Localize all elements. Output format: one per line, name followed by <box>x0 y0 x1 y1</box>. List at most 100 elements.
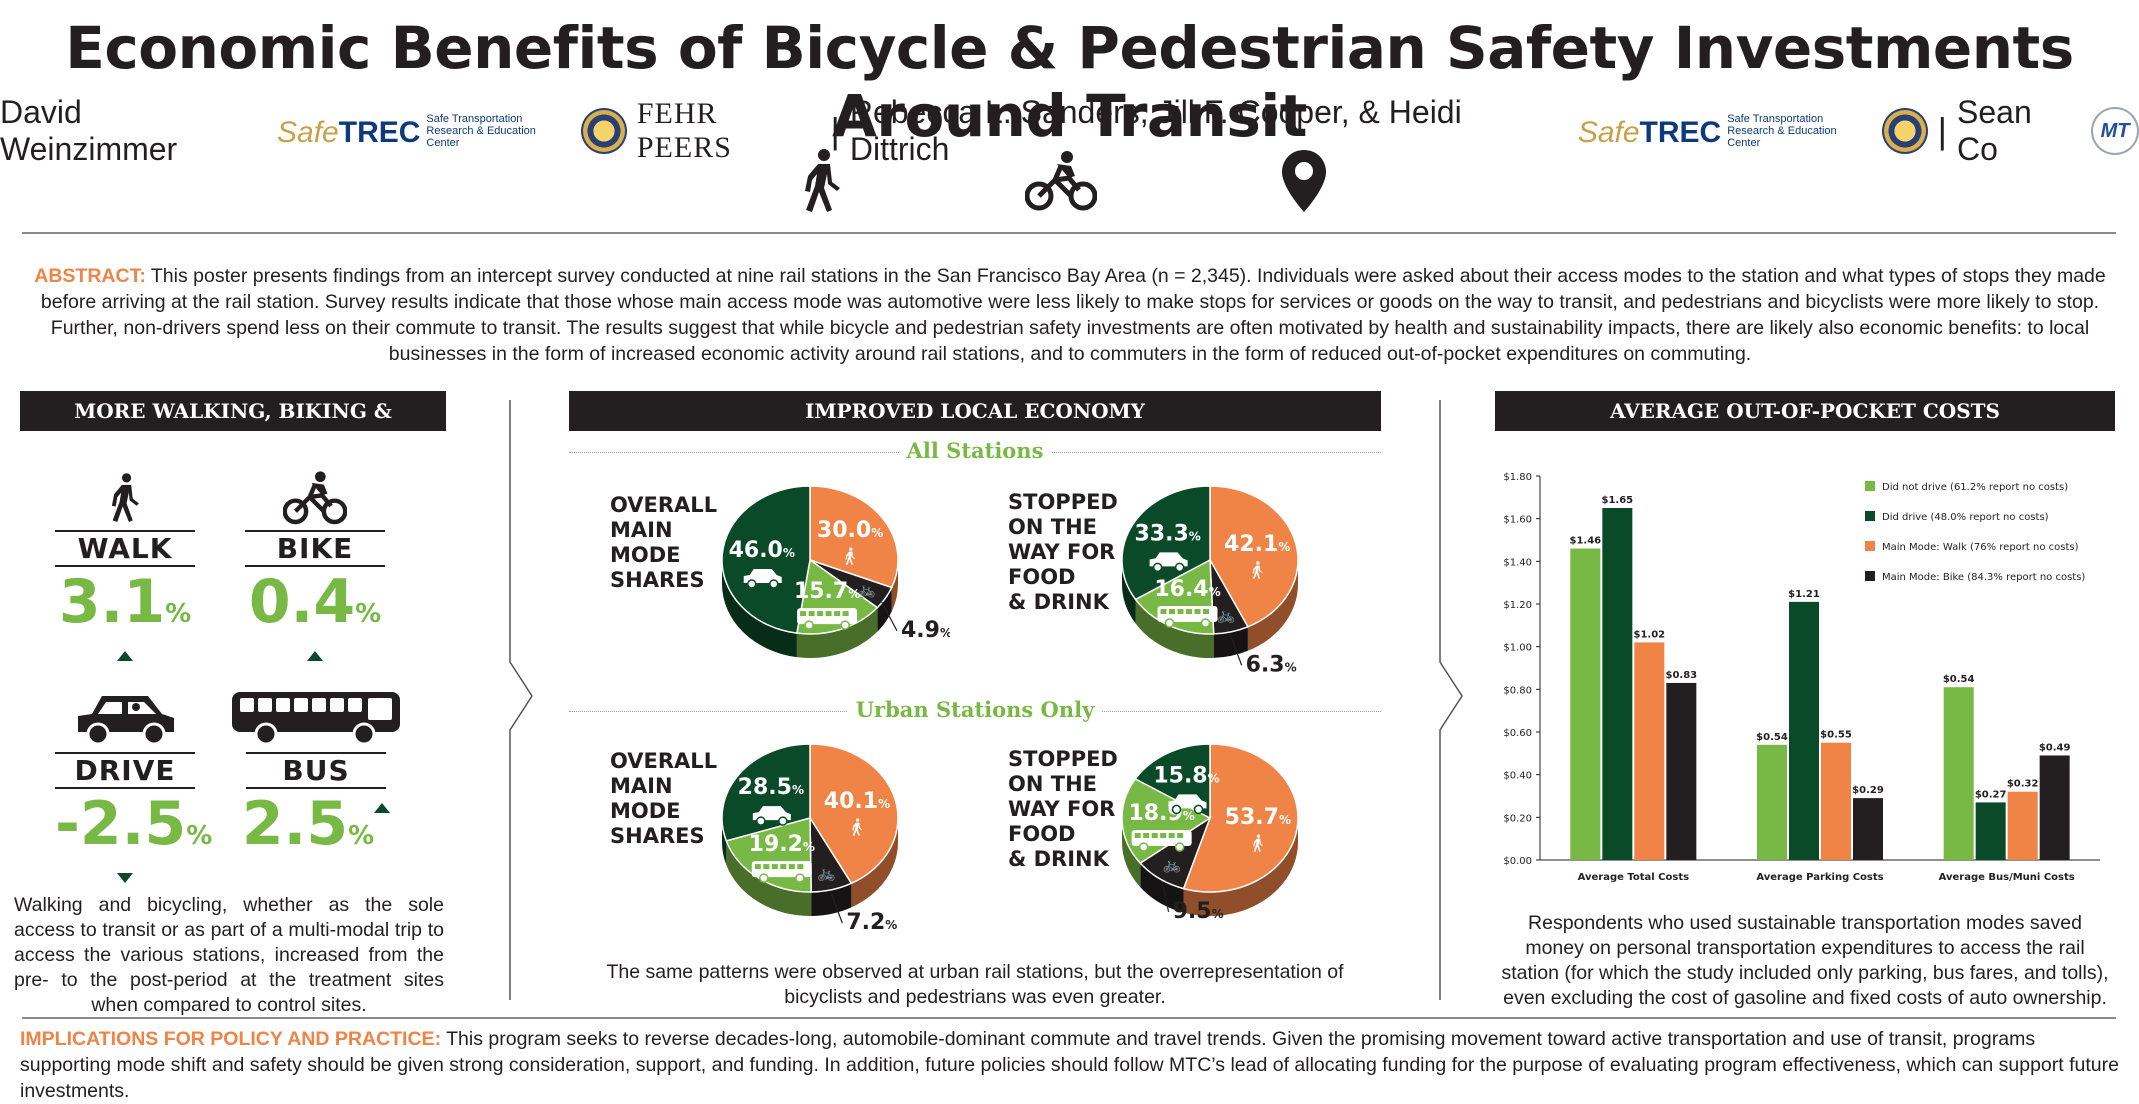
bar-value-label: $0.54 <box>1943 674 1975 685</box>
pedestrian-icon <box>852 818 863 837</box>
bar-value-label: $0.32 <box>2007 779 2039 790</box>
y-tick-label: $1.40 <box>1503 557 1532 568</box>
bicycle-icon <box>282 471 348 525</box>
bicycle-icon: 🚲 <box>1163 855 1182 873</box>
bicycle-icon: 🚲 <box>817 864 836 882</box>
y-tick-label: $0.60 <box>1503 728 1532 739</box>
legend-swatch <box>1865 541 1875 551</box>
section-urban-stations: Urban Stations Only <box>847 697 1103 722</box>
car-icon <box>1149 552 1188 573</box>
abstract-label: ABSTRACT: <box>34 265 146 287</box>
pie-label-stopped: STOPPED ON THE WAY FOR FOOD & DRINK <box>1008 747 1118 871</box>
pie-value-bike: 6.3% <box>1246 652 1297 677</box>
bar <box>1943 687 1974 860</box>
increase-arrow-icon <box>117 651 133 661</box>
mode-bike: BIKE 0.4% <box>245 470 385 707</box>
pie-side-walk <box>891 560 898 612</box>
bar-value-label: $0.49 <box>2039 742 2071 753</box>
car-icon <box>752 806 791 826</box>
y-tick-label: $0.00 <box>1503 856 1532 867</box>
bar <box>2039 755 2070 860</box>
panel-separator-right <box>1439 400 1463 1000</box>
bar-value-label: $1.46 <box>1570 536 1602 547</box>
bar-value-label: $1.65 <box>1602 495 1634 506</box>
pie-value-walk: 42.1% <box>1224 532 1290 557</box>
bar-value-label: $0.29 <box>1852 785 1884 796</box>
pie-value-bus: 15.7% <box>794 579 860 604</box>
right-panel-text: Respondents who used sustainable transpo… <box>1501 912 2109 1009</box>
pie-chart-all-stopped: 42.1%🚲6.3%16.4%33.3% <box>1121 485 1299 677</box>
pie-value-bike: 7.2% <box>846 910 897 935</box>
university-seal-icon <box>581 108 627 154</box>
pie-side-car <box>1122 560 1136 624</box>
middle-panel-text: The same patterns were observed at urban… <box>606 961 1344 1008</box>
legend-label: Main Mode: Bike (84.3% report no costs) <box>1882 572 2085 583</box>
pie-side-car <box>722 560 797 658</box>
pie-side <box>1122 818 1298 916</box>
poster-title: Economic Benefits of Bicycle & Pedestria… <box>65 14 2074 150</box>
increase-arrow-icon <box>374 803 391 813</box>
safetrec-logo-2: SafeTREC Safe Transportation Research & E… <box>1577 113 1837 149</box>
y-tick-label: $1.80 <box>1503 472 1532 483</box>
y-tick-label: $1.00 <box>1503 643 1532 654</box>
legend-swatch <box>1865 481 1875 491</box>
header-rule <box>22 232 2116 234</box>
legend-label: Did not drive (61.2% report no costs) <box>1882 482 2068 493</box>
implications-text: This program seeks to reverse decades-lo… <box>20 1028 2119 1102</box>
mode-label: BIKE <box>276 532 354 565</box>
bus-icon <box>751 861 812 883</box>
implications: IMPLICATIONS FOR POLICY AND PRACTICE: Th… <box>20 1026 2120 1104</box>
pedestrian-icon <box>111 473 139 522</box>
pie-label-mode-shares: OVERALL MAIN MODE SHARES <box>610 493 718 592</box>
author-separator: | <box>1937 110 1948 151</box>
pie-leader-line <box>1229 634 1243 666</box>
pedestrian-icon <box>805 149 840 212</box>
fehr-peers-logo: FEHR PEERS <box>636 97 732 164</box>
mode-bus: BUS 2.5% <box>228 688 404 859</box>
bar <box>1666 682 1697 860</box>
bar-chart-costs: $0.00 $0.20 $0.40 $0.60 $0.80 $1.00 $1.20 $1.40… <box>1503 472 2100 883</box>
pie-side-bike <box>1140 863 1184 913</box>
y-tick-label: $0.20 <box>1503 813 1532 824</box>
author-group-3: Sean Co <box>1957 94 2032 167</box>
car-icon <box>1168 794 1207 815</box>
middle-panel-header: IMPROVED LOCAL ECONOMY <box>569 391 1381 431</box>
pedestrian-icon <box>845 547 856 566</box>
pedestrian-icon <box>1252 561 1263 579</box>
car-icon <box>743 568 782 589</box>
pie-slice-walk <box>809 743 899 885</box>
safetrec-logo: SafeTREC Safe Transportation Research & E… <box>277 113 536 149</box>
pie-leader-line <box>830 891 843 924</box>
pie-leader-line <box>1161 881 1170 913</box>
pie-side-bike <box>1213 626 1248 658</box>
decrease-arrow-icon <box>117 873 133 883</box>
bicycle-icon: 🚲 <box>1217 606 1236 624</box>
car-icon <box>78 696 174 746</box>
bar <box>1789 601 1819 860</box>
panel-separator-left <box>509 400 533 1000</box>
pie-label-mode-shares: OVERALL MAIN MODE SHARES <box>610 749 718 848</box>
pie-side-bus <box>726 840 812 916</box>
pie-side-walk <box>1247 560 1298 651</box>
y-tick-label: $0.40 <box>1503 771 1532 782</box>
section-title-wrap: Urban Stations Only <box>569 697 1381 722</box>
pie-slice-car <box>721 485 811 635</box>
pie-side-bus <box>1122 818 1141 888</box>
legend-swatch <box>1865 571 1875 581</box>
bar <box>1853 798 1883 860</box>
bicycle-icon: 🚲 <box>857 581 876 599</box>
bar <box>1570 548 1601 860</box>
pie-slice-walk <box>1182 743 1299 893</box>
increase-arrow-icon <box>307 651 323 661</box>
bicycle-icon <box>1025 151 1097 211</box>
pie-label-stopped: STOPPED ON THE WAY FOR FOOD & DRINK <box>1008 490 1118 614</box>
pie-side-bus <box>1135 599 1214 658</box>
pie-chart-urban-mode-shares: 40.1%🚲7.2%19.2%28.5% <box>721 743 899 935</box>
bus-icon <box>1157 606 1218 628</box>
mode-label: WALK <box>77 532 173 565</box>
bar-value-label: $1.21 <box>1788 589 1820 600</box>
implications-label: IMPLICATIONS FOR POLICY AND PRACTICE: <box>20 1028 442 1050</box>
abstract: ABSTRACT: This poster presents findings … <box>20 263 2120 367</box>
pie-chart-all-mode-shares: 30.0%🚲4.9%15.7%46.0% <box>721 485 950 658</box>
bus-icon <box>797 608 858 630</box>
